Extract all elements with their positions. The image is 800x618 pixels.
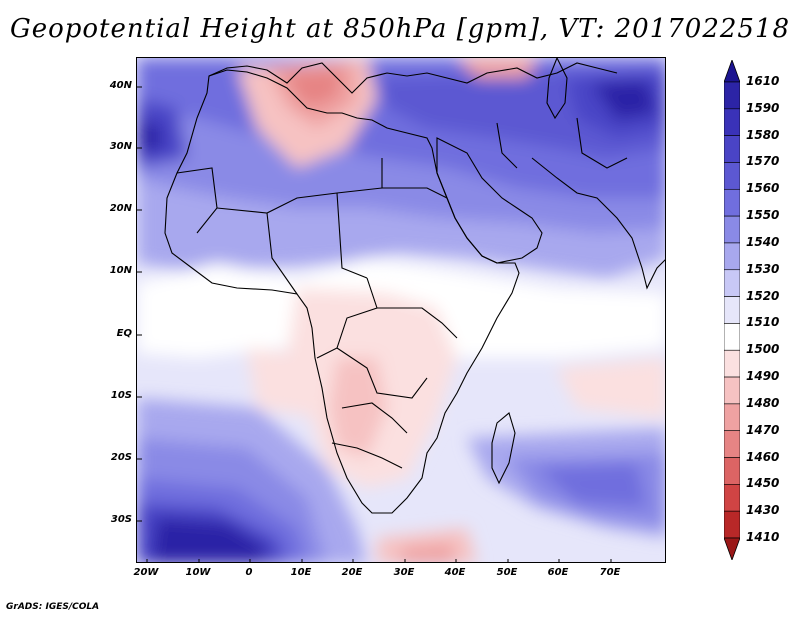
colorbar-segment <box>724 135 740 163</box>
axis-ticks <box>137 86 612 562</box>
colorbar-segment <box>724 269 740 297</box>
lat-label-30n: 30N <box>109 141 132 152</box>
colorbar-label: 1490 <box>746 369 780 384</box>
colorbar-segment <box>724 81 740 110</box>
colorbar-segment <box>724 430 740 458</box>
colorbar <box>724 60 740 560</box>
lat-label-20n: 20N <box>109 203 132 214</box>
colorbar-segment <box>724 242 740 271</box>
colorbar-bottom-arrow <box>724 537 740 560</box>
colorbar-segment <box>724 349 740 378</box>
colorbar-label: 1540 <box>746 234 780 249</box>
colorbar-label: 1560 <box>746 181 780 196</box>
height-field-map <box>137 58 665 562</box>
colorbar-segment <box>724 323 740 351</box>
colorbar-label: 1450 <box>746 476 780 491</box>
colorbar-segment <box>724 108 740 136</box>
colorbar-label: 1410 <box>746 530 780 544</box>
map-title: Geopotential Height at 850hPa [gpm], VT:… <box>9 14 791 44</box>
lon-label-70e: 70E <box>599 567 621 578</box>
colorbar-label: 1460 <box>746 449 780 464</box>
colorbar-label: 1580 <box>746 127 780 142</box>
coastlines <box>164 58 665 514</box>
colorbar-segment <box>724 188 740 217</box>
colorbar-label: 1470 <box>746 422 780 437</box>
lat-label-10s: 10S <box>110 390 132 401</box>
lon-label-20w: 20W <box>133 567 159 578</box>
lon-label-0: 0 <box>245 567 253 578</box>
colorbar-segment <box>724 457 740 485</box>
lon-label-30e: 30E <box>393 567 415 578</box>
colorbar-label: 1590 <box>746 100 780 115</box>
map-plot-area <box>136 57 666 563</box>
lat-label-40n: 40N <box>109 80 132 91</box>
colorbar-label: 1570 <box>746 154 780 169</box>
colorbar-label: 1510 <box>746 315 780 330</box>
colorbar-segment <box>724 376 740 405</box>
colorbar-segment <box>724 403 740 432</box>
lat-label-10n: 10N <box>109 265 132 276</box>
colorbar-segment <box>724 484 740 512</box>
colorbar-segment <box>724 215 740 244</box>
lon-label-40e: 40E <box>444 567 466 578</box>
lat-label-30s: 30S <box>110 514 132 525</box>
lat-label-20s: 20S <box>110 452 132 463</box>
colorbar-segment <box>724 296 740 324</box>
colorbar-label: 1480 <box>746 395 780 410</box>
lon-label-60e: 60E <box>547 567 569 578</box>
lon-label-50e: 50E <box>496 567 518 578</box>
lat-label-eq: EQ <box>116 328 132 339</box>
lon-label-10e: 10E <box>290 567 312 578</box>
colorbar-segment <box>724 510 740 539</box>
colorbar-label: 1430 <box>746 503 780 518</box>
colorbar-label: 1500 <box>746 342 780 357</box>
lon-label-10w: 10W <box>185 567 211 578</box>
colorbar-segment <box>724 162 740 190</box>
colorbar-label: 1530 <box>746 261 780 276</box>
lon-label-20e: 20E <box>341 567 363 578</box>
field-contours <box>137 58 665 562</box>
footer-credit: GrADS: IGES/COLA <box>6 602 100 612</box>
colorbar-top-arrow <box>724 60 740 83</box>
colorbar-label: 1610 <box>746 74 780 88</box>
colorbar-label: 1520 <box>746 288 780 303</box>
colorbar-label: 1550 <box>746 208 780 223</box>
